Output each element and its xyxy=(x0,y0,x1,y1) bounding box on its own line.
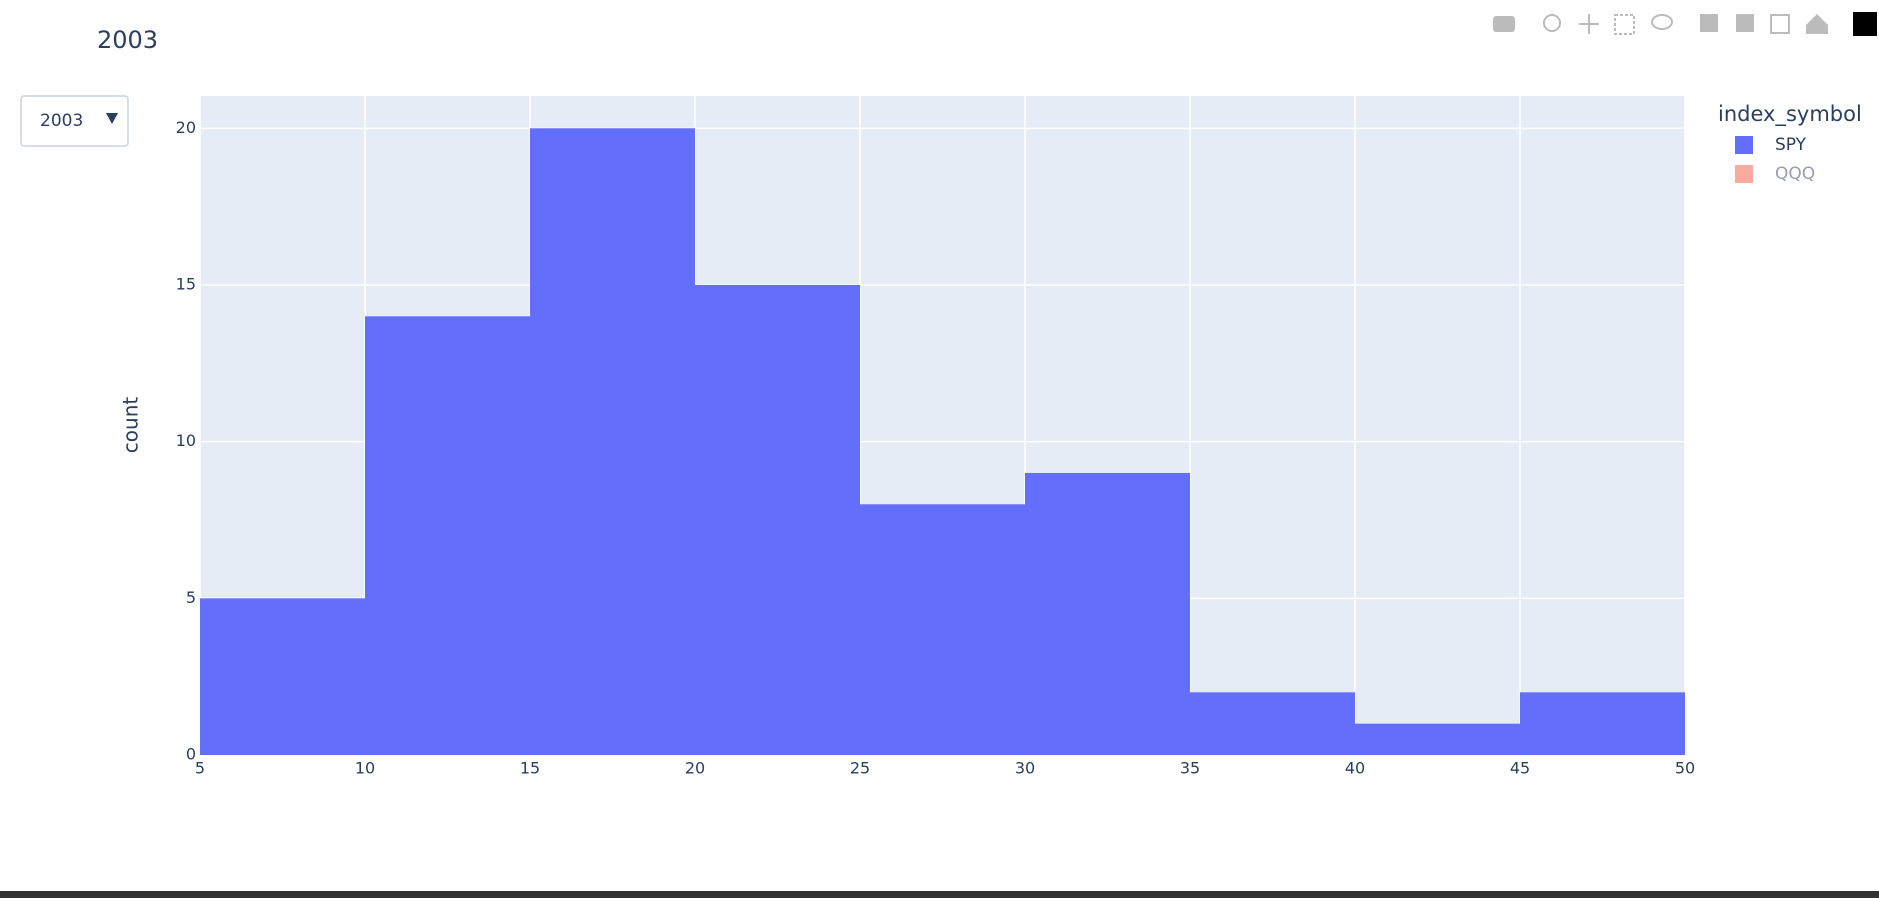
bottom-bar xyxy=(0,891,1879,898)
y-axis-title: count xyxy=(119,397,143,454)
zoom-in-icon[interactable] xyxy=(1700,14,1718,32)
bar xyxy=(1025,472,1190,755)
x-tick-label: 20 xyxy=(685,759,705,778)
x-tick-label: 30 xyxy=(1015,759,1035,778)
legend-label: SPY xyxy=(1775,135,1807,155)
legend-title: index_symbol xyxy=(1718,102,1862,127)
bar xyxy=(860,504,1025,755)
dropdown[interactable]: 2003 xyxy=(20,95,129,147)
autoscale-icon[interactable] xyxy=(1770,14,1790,34)
bar xyxy=(695,284,860,755)
x-tick-label: 5 xyxy=(195,759,205,778)
legend-swatch xyxy=(1735,165,1753,183)
y-tick-label: 5 xyxy=(186,588,196,607)
pan-icon[interactable] xyxy=(1579,14,1599,34)
bar xyxy=(530,128,695,756)
bar xyxy=(1520,692,1685,755)
bar xyxy=(1355,723,1520,755)
y-tick-label: 0 xyxy=(186,745,196,764)
x-tick-label: 50 xyxy=(1675,759,1695,778)
y-tick-label: 10 xyxy=(176,431,196,450)
zoom-out-icon[interactable] xyxy=(1736,14,1754,32)
legend: SPY QQQ xyxy=(1735,135,1815,184)
camera-icon[interactable] xyxy=(1493,16,1515,32)
bar xyxy=(1190,692,1355,755)
select-icon[interactable] xyxy=(1614,14,1635,35)
x-tick-label: 15 xyxy=(520,759,540,778)
dropdown-label[interactable]: 2003 xyxy=(40,111,83,131)
lasso-icon[interactable] xyxy=(1651,14,1673,30)
modebar xyxy=(1493,12,1877,36)
bars xyxy=(200,128,1685,756)
bar xyxy=(365,316,530,755)
y-tick-label: 20 xyxy=(176,118,196,137)
x-tick-label: 40 xyxy=(1345,759,1365,778)
bar xyxy=(200,598,365,755)
chart-title: 2003 xyxy=(97,26,158,54)
y-tick-label: 15 xyxy=(176,274,196,293)
reset-icon[interactable] xyxy=(1806,14,1828,34)
dropdown-box[interactable] xyxy=(20,95,129,147)
dropdown-arrow[interactable] xyxy=(106,113,118,124)
zoom-icon[interactable] xyxy=(1543,14,1561,32)
legend-label: QQQ xyxy=(1775,164,1815,184)
x-tick-label: 35 xyxy=(1180,759,1200,778)
x-tick-label: 25 xyxy=(850,759,870,778)
x-tick-label: 10 xyxy=(355,759,375,778)
x-tick-label: 45 xyxy=(1510,759,1530,778)
legend-swatch xyxy=(1735,136,1753,154)
plotly-logo[interactable] xyxy=(1853,12,1877,36)
